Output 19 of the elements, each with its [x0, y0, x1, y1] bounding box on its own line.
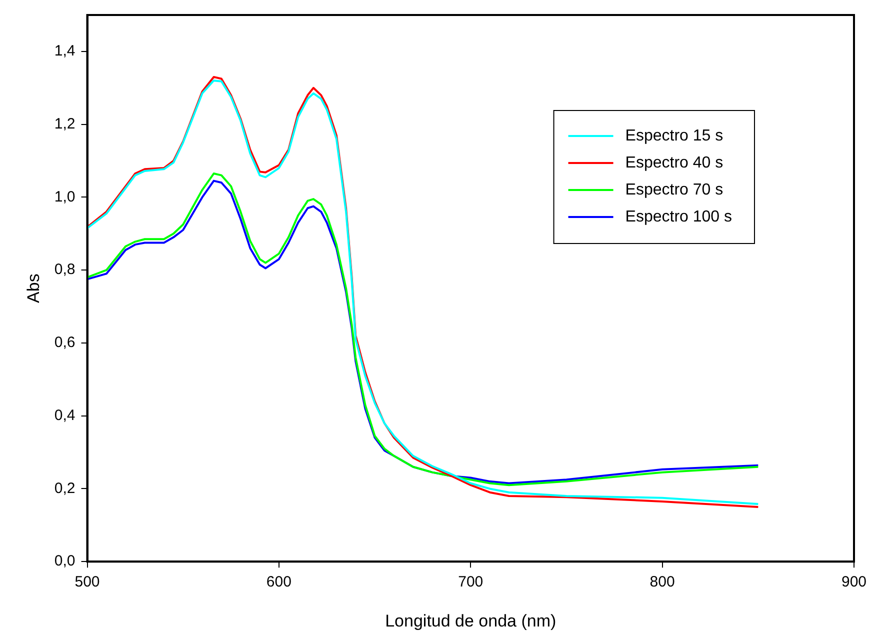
y-axis-title: Abs — [24, 274, 43, 303]
legend-label: Espectro 40 s — [625, 154, 724, 172]
x-tick-label: 700 — [458, 574, 484, 591]
x-tick-label: 800 — [650, 574, 675, 591]
legend-label: Espectro 15 s — [625, 127, 724, 144]
legend-label: Espectro 70 s — [625, 181, 724, 198]
y-tick-label: 0,2 — [54, 480, 76, 497]
x-axis-title: Longitud de onda (nm) — [385, 611, 556, 630]
x-tick-label: 900 — [841, 574, 867, 591]
x-tick-label: 500 — [74, 574, 100, 591]
y-tick-label: 0,8 — [54, 261, 76, 278]
y-tick-label: 0,0 — [54, 552, 76, 570]
legend-label: Espectro 100 s — [625, 208, 732, 226]
x-tick-label: 600 — [266, 574, 292, 591]
y-tick-label: 0,4 — [54, 406, 76, 424]
y-tick-label: 1,2 — [54, 115, 76, 132]
y-tick-label: 0,6 — [54, 334, 76, 352]
y-tick-label: 1,4 — [54, 42, 76, 60]
y-tick-label: 1,0 — [54, 188, 76, 206]
